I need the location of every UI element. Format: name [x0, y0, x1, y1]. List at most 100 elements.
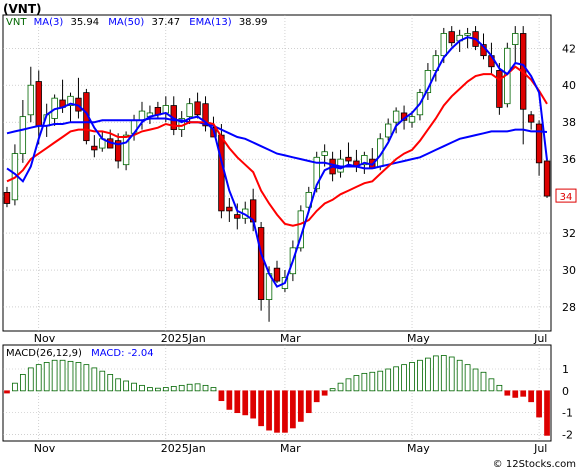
- macd-y-tick-label: -2: [562, 428, 573, 441]
- macd-bar-positive: [472, 368, 479, 392]
- candle-body-up: [186, 103, 193, 118]
- macd-bar-positive: [147, 387, 153, 392]
- watermark: © 12Stocks.com: [493, 459, 576, 470]
- macd-bar-negative: [520, 390, 527, 397]
- candle-body-down: [114, 140, 122, 162]
- candle: [202, 96, 209, 132]
- macd-bar-positive: [162, 387, 169, 392]
- last-price-tag: 34: [555, 188, 577, 203]
- macd-bar-positive: [83, 364, 90, 392]
- candle-body-up: [464, 33, 471, 36]
- macd-x-tick-label: 2025Jan: [161, 442, 206, 455]
- macd-y-tick-label: 1: [562, 363, 569, 376]
- macd-bar-negative: [250, 390, 257, 419]
- macd-bar-negative: [512, 390, 519, 398]
- candle: [345, 142, 352, 167]
- macd-bar-negative: [226, 390, 233, 410]
- macd-bar-positive: [432, 355, 439, 392]
- candle-body-down: [527, 114, 535, 123]
- macd-bar-negative: [282, 390, 288, 433]
- candle-body-down: [218, 134, 225, 212]
- price-x-tick-label: Mar: [280, 332, 301, 345]
- candle-body-down: [3, 192, 11, 204]
- candle: [186, 98, 193, 125]
- macd-bar-positive: [194, 383, 201, 392]
- macd-bar-positive: [131, 382, 137, 392]
- macd-bar-positive: [409, 362, 415, 392]
- candle-body-down: [194, 101, 201, 116]
- macd-bar-positive: [12, 382, 18, 392]
- candle-body-up: [321, 151, 328, 156]
- macd-bar-positive: [51, 359, 58, 392]
- macd-bar-positive: [91, 367, 98, 392]
- macd-bar-positive: [369, 371, 376, 392]
- macd-bar-negative: [544, 390, 550, 436]
- candle: [392, 107, 400, 134]
- macd-bar-positive: [440, 355, 447, 392]
- macd-bar-positive: [67, 360, 74, 392]
- macd-bar-positive: [456, 359, 463, 392]
- macd-bar-positive: [393, 366, 399, 392]
- candle: [234, 203, 241, 230]
- macd-legend-label: MACD:: [91, 348, 124, 359]
- macd-bar-negative: [313, 390, 320, 403]
- ma50-line: [6, 117, 548, 170]
- macd-x-axis-labels: Nov2025JanMarMayJulSepNov: [34, 442, 548, 455]
- macd-bar-positive: [155, 387, 161, 392]
- legend-ema13-value: 38.99: [239, 17, 268, 28]
- candle-body-up: [67, 95, 74, 106]
- macd-bar-positive: [353, 375, 360, 392]
- chart-title: (VNT): [3, 2, 41, 16]
- price-y-tick-label: 36: [562, 153, 576, 166]
- candle-body-down: [35, 81, 42, 127]
- macd-bar-negative: [242, 390, 249, 416]
- candle: [385, 118, 392, 141]
- macd-bar-positive: [385, 368, 392, 392]
- macd-x-tick-label: Jul: [533, 442, 547, 455]
- price-x-tick-label: 2025Jan: [161, 332, 206, 345]
- macd-bar-negative: [504, 390, 511, 396]
- macd-bar-negative: [218, 390, 225, 402]
- macd-bar-positive: [139, 384, 145, 392]
- candle-body-down: [535, 123, 543, 164]
- macd-bar-positive: [75, 362, 82, 392]
- candle-body-up: [19, 116, 27, 154]
- macd-bar-positive: [202, 384, 209, 392]
- candle: [448, 26, 455, 47]
- macd-bar-positive: [35, 364, 42, 392]
- price-x-tick-label: Nov: [34, 332, 56, 345]
- macd-bar-negative: [297, 390, 304, 422]
- candle: [512, 26, 519, 64]
- candle-body-up: [392, 110, 400, 123]
- macd-bar-positive: [448, 356, 455, 392]
- macd-bar-negative: [305, 390, 312, 414]
- candle: [3, 186, 11, 208]
- macd-bar-positive: [178, 384, 185, 392]
- legend-ma50-label: MA(50): [108, 17, 144, 28]
- price-y-tick-label: 28: [562, 301, 576, 314]
- candle-body-down: [448, 31, 455, 44]
- candle-body-down: [496, 70, 503, 108]
- candle-body-down: [257, 227, 265, 300]
- price-legend: VNT MA(3) 35.94 MA(50) 37.47 EMA(13) 38.…: [6, 17, 267, 28]
- macd-x-tick-label: Mar: [280, 442, 301, 455]
- macd-bar-positive: [19, 374, 26, 392]
- macd-y-axis-labels: -2 -1 0 1: [562, 363, 573, 441]
- macd-bar-positive: [107, 374, 114, 392]
- candle-body-up: [408, 116, 416, 123]
- candle: [91, 135, 98, 158]
- candle-body-down: [543, 160, 551, 197]
- macd-bar-positive: [337, 382, 344, 392]
- candle: [226, 197, 233, 222]
- candle: [496, 63, 503, 115]
- macd-bar-positive: [401, 364, 407, 392]
- macd-legend-value: -2.04: [128, 348, 154, 359]
- macd-bar-positive: [488, 378, 495, 392]
- macd-bar-negative: [290, 390, 296, 429]
- candle-body-down: [202, 103, 209, 127]
- price-y-tick-label: 38: [562, 116, 576, 129]
- macd-x-tick-label: Nov: [34, 442, 56, 455]
- macd-bar-negative: [528, 390, 535, 403]
- candle: [27, 66, 34, 123]
